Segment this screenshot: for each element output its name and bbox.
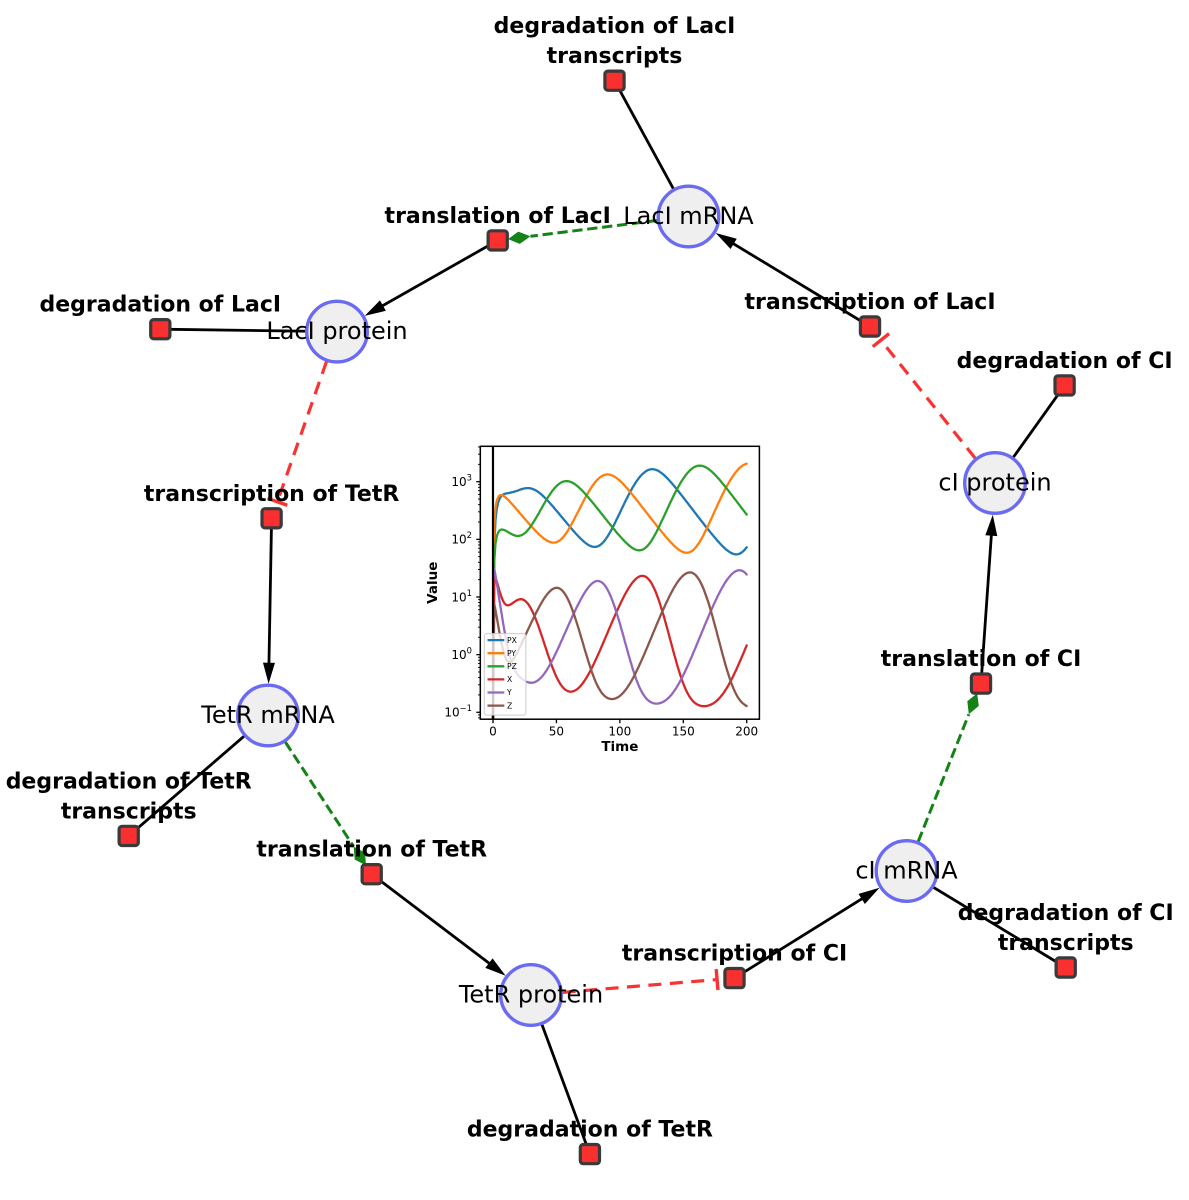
species-node-TetR_mRNA	[235, 683, 300, 748]
species-node-TetR_protein	[499, 963, 564, 1028]
reaction-label-deg_LacI_tr-line2: transcripts	[547, 44, 683, 69]
edge-modifier-LacI_mRNA-to-transl_LacI	[508, 218, 658, 244]
series-line-X	[491, 574, 748, 720]
species-label-cI_protein: cI protein	[938, 469, 1051, 497]
arrowhead-icon	[858, 887, 880, 905]
reaction-node-transcr_CI	[723, 966, 746, 990]
series-line-Y	[491, 567, 748, 705]
y-tick-label-1e1: 101	[451, 588, 472, 605]
y-tick-label-1e2: 102	[451, 530, 472, 547]
x-tick-label-200: 200	[735, 725, 758, 739]
reaction-label-deg_TetR_tr-line2: transcripts	[61, 799, 197, 824]
y-axis-label: Value	[425, 562, 441, 604]
reaction-label-transl_LacI-line1: translation of LacI	[385, 204, 611, 229]
species-label-LacI_protein: LacI protein	[266, 317, 407, 345]
x-axis-label: Time	[601, 739, 638, 755]
series-line-Z	[491, 571, 748, 720]
inhibition-tee-icon	[871, 332, 891, 349]
reaction-node-deg_LacI_tr	[603, 69, 626, 92]
inset-timecourse-plot: 0 50 100 150 20010−1100101102103TimeValuePXP…	[425, 445, 761, 755]
edge-inhibition-LacI_protein-to-transcr_TetR	[266, 361, 328, 507]
reaction-node-transl_LacI	[486, 229, 509, 252]
species-node-cI_protein	[963, 451, 1028, 516]
inhibition-tee-icon	[266, 496, 288, 507]
series-line-PX	[491, 468, 748, 720]
reaction-label-deg_TetR-line1: degradation of TetR	[467, 1118, 713, 1143]
modifier-diamond-arrowhead-icon	[508, 231, 531, 244]
series-line-PZ	[491, 464, 748, 720]
reaction-node-transl_TetR	[360, 862, 383, 886]
species-label-cI_mRNA: cI mRNA	[855, 857, 958, 885]
y-tick-label-1e3: 103	[451, 472, 472, 489]
x-tick-label-0: 0	[489, 725, 497, 739]
edge-inhibition-cI_protein-to-transcr_LacI	[871, 332, 977, 460]
edge-product-transcr_LacI-to-LacI_mRNA	[715, 232, 871, 328]
legend-label-PY: PY	[507, 649, 516, 658]
edge-inhibition-TetR_protein-to-transcr_CI	[562, 968, 720, 994]
species-label-TetR_protein: TetR protein	[458, 981, 603, 1009]
y-tick-label-1e-1: 10−1	[444, 703, 472, 720]
reaction-label-transl_TetR-line1: translation of TetR	[256, 838, 487, 863]
edge-product-transl_CI-to-cI_protein	[979, 514, 998, 684]
plot-legend: PX PY PZ XYZ	[483, 633, 527, 716]
plot-background	[480, 446, 760, 720]
axes-frame	[479, 445, 761, 720]
edge-product-transcr_TetR-to-TetR_mRNA	[262, 518, 275, 684]
reaction-node-deg_LacI	[149, 318, 172, 341]
plot-curves	[491, 446, 748, 720]
reaction-label-transcr_LacI-line1: transcription of LacI	[744, 290, 995, 315]
legend-label-X: X	[507, 675, 512, 684]
legend-label-PZ: PZ	[507, 662, 517, 671]
arrowhead-icon	[364, 300, 386, 316]
edge-product-transl_LacI-to-LacI_protein	[364, 239, 499, 316]
legend-label-Y: Y	[506, 688, 512, 697]
series-line-PY	[491, 462, 748, 720]
legend-label-PX: PX	[507, 636, 517, 645]
network-labels: LacI mRNA LacI protein TetR mRNA TetR prote…	[6, 14, 1174, 1142]
network-nodes	[117, 69, 1077, 1166]
edge-modifier-cI_mRNA-to-transl_CI	[916, 693, 979, 843]
species-node-LacI_mRNA	[656, 184, 721, 249]
reaction-label-transcr_TetR-line1: transcription of TetR	[144, 482, 400, 507]
species-label-LacI_mRNA: LacI mRNA	[623, 202, 754, 230]
modifier-diamond-arrowhead-icon	[967, 693, 979, 715]
arrowhead-icon	[985, 514, 998, 537]
reaction-node-deg_TetR	[578, 1142, 602, 1166]
species-node-LacI_protein	[305, 299, 370, 364]
edge-modifier-TetR_mRNA-to-transl_TetR	[284, 741, 366, 866]
reaction-node-deg_CI_tr	[1054, 956, 1077, 979]
reaction-node-deg_TetR_tr	[117, 824, 140, 848]
reaction-label-transcr_CI-line1: transcription of CI	[622, 942, 847, 967]
reaction-label-deg_LacI_tr-line1: degradation of LacI	[494, 14, 736, 39]
reaction-node-transcr_TetR	[260, 507, 283, 530]
inhibition-tee-icon	[714, 968, 720, 991]
reaction-node-transcr_LacI	[858, 315, 882, 338]
reaction-label-transl_CI-line1: translation of CI	[881, 647, 1082, 672]
reaction-label-deg_CI_tr-line2: transcripts	[998, 931, 1134, 956]
reaction-node-transl_CI	[969, 672, 993, 695]
x-tick-label-100: 100	[608, 725, 631, 739]
legend-box	[483, 633, 527, 716]
arrowhead-icon	[715, 232, 737, 249]
arrowhead-icon	[485, 958, 506, 976]
species-node-cI_mRNA	[874, 839, 939, 904]
edge-product-transl_TetR-to-TetR_protein	[370, 873, 506, 976]
reaction-label-deg_TetR_tr-line1: degradation of TetR	[6, 769, 252, 794]
arrowhead-icon	[262, 662, 275, 684]
edge-product-transcr_CI-to-cI_mRNA	[733, 887, 880, 980]
x-tick-label-150: 150	[672, 725, 695, 739]
reaction-label-deg_LacI-line1: degradation of LacI	[39, 293, 281, 318]
reaction-node-deg_CI	[1053, 374, 1076, 397]
reaction-label-deg_CI-line1: degradation of CI	[957, 349, 1173, 374]
y-tick-label-1e0: 100	[451, 645, 472, 662]
legend-label-Z: Z	[507, 701, 512, 710]
reaction-label-deg_CI_tr-line1: degradation of CI	[958, 901, 1174, 926]
species-label-TetR_mRNA: TetR mRNA	[200, 701, 335, 729]
x-tick-label-50: 50	[549, 725, 564, 739]
modifier-diamond-arrowhead-icon	[353, 846, 366, 866]
